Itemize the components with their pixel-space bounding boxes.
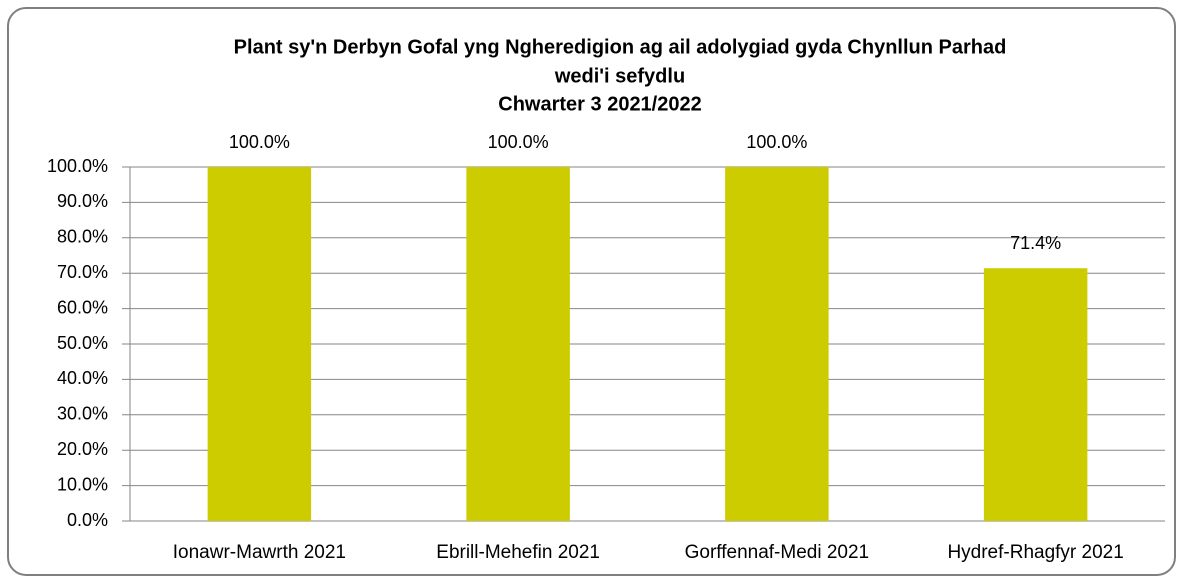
- bar: [725, 167, 829, 521]
- x-tick-label: Ebrill-Mehefin 2021: [436, 542, 600, 563]
- chart-title: Plant sy'n Derbyn Gofal yng Ngheredigion…: [234, 36, 1007, 58]
- y-tick-label: 70.0%: [57, 262, 108, 282]
- bar: [207, 167, 312, 521]
- value-label: 71.4%: [1010, 233, 1061, 253]
- x-tick-label: Gorffennaf-Medi 2021: [685, 542, 870, 563]
- y-tick-label: 30.0%: [57, 404, 108, 424]
- value-label: 100.0%: [746, 132, 807, 152]
- value-label: 100.0%: [229, 132, 290, 152]
- y-tick-label: 20.0%: [57, 439, 108, 459]
- y-tick-label: 0.0%: [67, 510, 108, 530]
- x-tick-label: Hydref-Rhagfyr 2021: [947, 542, 1123, 563]
- chart-title: wedi'i sefydlu: [554, 65, 685, 87]
- y-tick-label: 80.0%: [57, 227, 108, 247]
- bar: [466, 167, 570, 521]
- y-tick-label: 50.0%: [57, 333, 108, 353]
- y-tick-label: 10.0%: [57, 474, 108, 494]
- value-label: 100.0%: [488, 132, 549, 152]
- y-tick-label: 40.0%: [57, 368, 108, 388]
- y-tick-label: 90.0%: [57, 191, 108, 211]
- x-tick-label: Ionawr-Mawrth 2021: [173, 542, 346, 563]
- y-tick-label: 100.0%: [47, 156, 108, 176]
- chart-title: Chwarter 3 2021/2022: [498, 93, 701, 115]
- bar: [983, 268, 1088, 521]
- y-tick-label: 60.0%: [57, 297, 108, 317]
